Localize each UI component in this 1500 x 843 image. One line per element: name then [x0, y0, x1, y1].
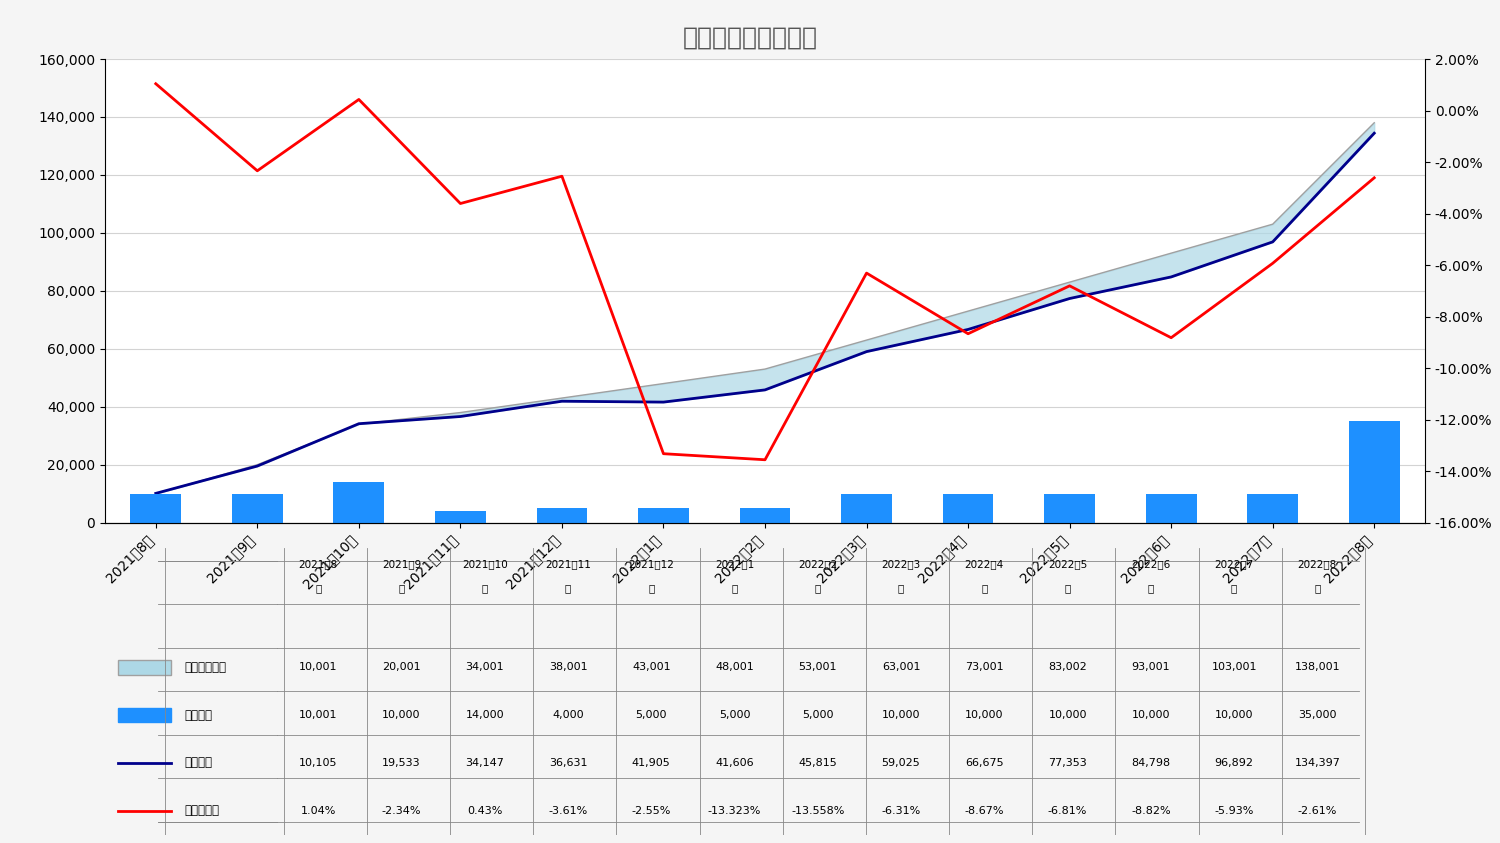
Text: 10,000: 10,000	[382, 710, 420, 720]
Bar	[333, 482, 384, 523]
Text: -8.67%: -8.67%	[964, 806, 1004, 816]
Text: 月: 月	[648, 583, 654, 593]
Text: -13.558%: -13.558%	[790, 806, 844, 816]
Text: 66,675: 66,675	[964, 758, 1004, 768]
Text: 5,000: 5,000	[802, 710, 834, 720]
FancyBboxPatch shape	[118, 708, 171, 722]
Text: -6.31%: -6.31%	[882, 806, 921, 816]
Bar	[842, 494, 892, 523]
Text: 10,105: 10,105	[298, 758, 338, 768]
Text: 2021年9: 2021年9	[382, 560, 422, 570]
Text: -2.34%: -2.34%	[381, 806, 422, 816]
Text: 34,001: 34,001	[465, 663, 504, 673]
Text: 2021年8: 2021年8	[298, 560, 338, 570]
Text: 19,533: 19,533	[382, 758, 422, 768]
Text: 43,001: 43,001	[632, 663, 670, 673]
Bar	[130, 494, 182, 523]
Text: 14,000: 14,000	[465, 710, 504, 720]
Bar	[740, 508, 790, 523]
Text: 53,001: 53,001	[798, 663, 837, 673]
Bar	[537, 508, 588, 523]
Text: 10,000: 10,000	[1131, 710, 1170, 720]
Text: 5,000: 5,000	[636, 710, 668, 720]
Text: 1.04%: 1.04%	[300, 806, 336, 816]
Text: 59,025: 59,025	[882, 758, 921, 768]
Text: 48,001: 48,001	[716, 663, 754, 673]
Text: 96,892: 96,892	[1215, 758, 1254, 768]
FancyBboxPatch shape	[118, 660, 171, 674]
Text: 受渡金額合計: 受渡金額合計	[184, 661, 226, 674]
Text: 2022年1: 2022年1	[716, 560, 754, 570]
Text: 41,905: 41,905	[632, 758, 670, 768]
Text: -6.81%: -6.81%	[1048, 806, 1088, 816]
Text: 2022年8: 2022年8	[1298, 560, 1336, 570]
Text: 10,001: 10,001	[298, 710, 338, 720]
Bar	[435, 511, 486, 523]
Text: 2021年12: 2021年12	[628, 560, 674, 570]
Text: 93,001: 93,001	[1131, 663, 1170, 673]
Text: 73,001: 73,001	[964, 663, 1004, 673]
Text: 2022年6: 2022年6	[1131, 560, 1170, 570]
Text: 月: 月	[1232, 583, 1238, 593]
Text: 20,001: 20,001	[382, 663, 422, 673]
Text: 2022年3: 2022年3	[882, 560, 921, 570]
Text: 5,000: 5,000	[718, 710, 750, 720]
Text: 月: 月	[482, 583, 488, 593]
Text: 84,798: 84,798	[1131, 758, 1170, 768]
Text: 評価金額: 評価金額	[184, 756, 211, 770]
Bar	[1044, 494, 1095, 523]
Text: 月: 月	[399, 583, 405, 593]
Bar	[942, 494, 993, 523]
Text: 10,000: 10,000	[882, 710, 921, 720]
Text: 2021年10: 2021年10	[462, 560, 507, 570]
Text: 月: 月	[898, 583, 904, 593]
Text: 63,001: 63,001	[882, 663, 921, 673]
Bar	[1248, 494, 1298, 523]
Text: 0.43%: 0.43%	[466, 806, 502, 816]
Text: 月: 月	[566, 583, 572, 593]
Text: 月: 月	[1314, 583, 1320, 593]
Text: 103,001: 103,001	[1212, 663, 1257, 673]
Text: -8.82%: -8.82%	[1131, 806, 1170, 816]
Text: 受渡金額: 受渡金額	[184, 709, 211, 722]
Text: 評価損益率: 評価損益率	[184, 804, 219, 817]
Text: 35,000: 35,000	[1298, 710, 1336, 720]
Text: 10,000: 10,000	[1215, 710, 1254, 720]
Text: -13.323%: -13.323%	[708, 806, 760, 816]
Bar	[232, 494, 282, 523]
Text: 2022年7: 2022年7	[1215, 560, 1254, 570]
Bar	[638, 508, 688, 523]
Text: 10,000: 10,000	[1048, 710, 1088, 720]
Text: -3.61%: -3.61%	[549, 806, 588, 816]
Bar	[1146, 494, 1197, 523]
Text: 134,397: 134,397	[1294, 758, 1341, 768]
Text: 月: 月	[1148, 583, 1154, 593]
Text: 月: 月	[1065, 583, 1071, 593]
Text: 45,815: 45,815	[798, 758, 837, 768]
Text: 41,606: 41,606	[716, 758, 754, 768]
Text: -2.55%: -2.55%	[632, 806, 670, 816]
Text: 月: 月	[315, 583, 321, 593]
Text: 4,000: 4,000	[552, 710, 584, 720]
Text: 2022年5: 2022年5	[1048, 560, 1088, 570]
Text: -2.61%: -2.61%	[1298, 806, 1336, 816]
Text: 34,147: 34,147	[465, 758, 504, 768]
Text: 2021年11: 2021年11	[544, 560, 591, 570]
Text: 77,353: 77,353	[1048, 758, 1088, 768]
Text: 10,000: 10,000	[964, 710, 1004, 720]
Text: 10,001: 10,001	[298, 663, 338, 673]
Text: 138,001: 138,001	[1294, 663, 1340, 673]
Text: 83,002: 83,002	[1048, 663, 1088, 673]
Text: 月: 月	[981, 583, 987, 593]
Text: -5.93%: -5.93%	[1215, 806, 1254, 816]
Text: 2022年4: 2022年4	[964, 560, 1004, 570]
Text: 38,001: 38,001	[549, 663, 588, 673]
Text: 月: 月	[732, 583, 738, 593]
Text: ひふみ投信運用実績: ひふみ投信運用実績	[682, 25, 818, 49]
Text: 2022年2: 2022年2	[798, 560, 837, 570]
Bar	[1348, 422, 1400, 523]
Text: 36,631: 36,631	[549, 758, 588, 768]
Text: 月: 月	[815, 583, 821, 593]
